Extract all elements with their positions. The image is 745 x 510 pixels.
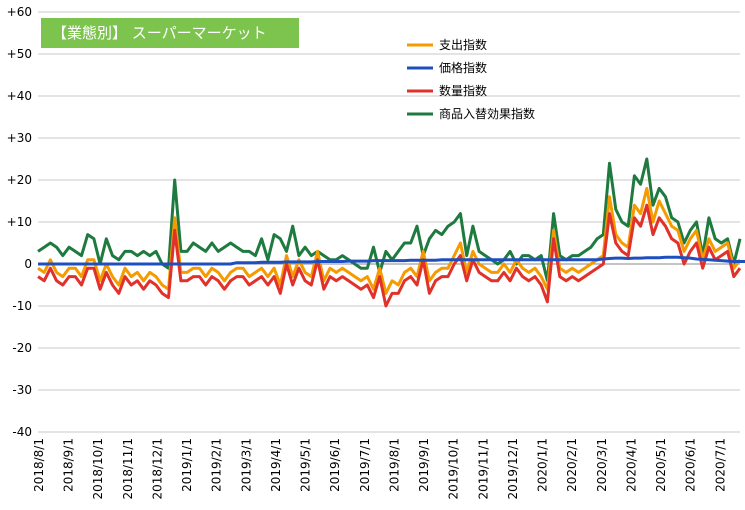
x-tick-label: 2019/8/1 bbox=[387, 438, 401, 492]
x-axis: 2018/8/1 2018/9/1 2018/10/1 2018/11/1 2018/1… bbox=[32, 438, 727, 500]
x-tick-label: 2019/5/1 bbox=[299, 438, 313, 492]
x-tick-label: 2020/4/1 bbox=[624, 438, 638, 492]
y-tick-label: +60 bbox=[7, 5, 32, 19]
x-tick-label: 2020/5/1 bbox=[654, 438, 668, 492]
x-tick-label: 2019/6/1 bbox=[328, 438, 342, 492]
series-line-3 bbox=[37, 157, 742, 283]
x-tick-label: 2019/3/1 bbox=[239, 438, 253, 492]
title-background bbox=[41, 18, 299, 48]
x-tick-label: 2019/9/1 bbox=[417, 438, 431, 492]
series-line-2 bbox=[37, 203, 742, 308]
y-tick-label: -30 bbox=[12, 383, 32, 397]
x-tick-label: 2019/12/1 bbox=[506, 438, 520, 500]
series-line-1 bbox=[38, 255, 745, 266]
legend-label: 商品入替効果指数 bbox=[439, 106, 535, 121]
chart-title-box: 【業態別】 スーパーマーケット bbox=[41, 18, 299, 48]
x-tick-label: 2019/10/1 bbox=[447, 438, 461, 500]
x-tick-label: 2018/12/1 bbox=[150, 438, 164, 500]
x-tick-label: 2018/11/1 bbox=[121, 438, 135, 500]
y-axis: +60 +50 +40 +30 +20 +10 0 -10 -20 -30 -40 bbox=[7, 5, 32, 439]
legend-label: 支出指数 bbox=[439, 37, 487, 52]
y-tick-label: +10 bbox=[7, 215, 32, 229]
y-tick-label: +40 bbox=[7, 89, 32, 103]
x-tick-label: 2018/10/1 bbox=[91, 438, 105, 500]
y-tick-label: +50 bbox=[7, 47, 32, 61]
x-tick-label: 2020/1/1 bbox=[536, 438, 550, 492]
y-tick-label: 0 bbox=[24, 257, 32, 271]
y-tick-label: -10 bbox=[12, 299, 32, 313]
x-tick-label: 2020/2/1 bbox=[565, 438, 579, 492]
x-tick-label: 2020/7/1 bbox=[713, 438, 727, 492]
y-tick-label: +20 bbox=[7, 173, 32, 187]
x-tick-label: 2019/1/1 bbox=[180, 438, 194, 492]
x-tick-label: 2019/2/1 bbox=[210, 438, 224, 492]
x-tick-label: 2018/8/1 bbox=[32, 438, 46, 492]
y-tick-label: -20 bbox=[12, 341, 32, 355]
chart-title: 【業態別】 スーパーマーケット bbox=[52, 24, 267, 42]
x-tick-label: 2020/6/1 bbox=[684, 438, 698, 492]
x-tick-label: 2019/4/1 bbox=[269, 438, 283, 492]
x-tick-label: 2018/9/1 bbox=[62, 438, 76, 492]
series-lines bbox=[37, 157, 745, 308]
x-tick-label: 2019/7/1 bbox=[358, 438, 372, 492]
x-tick-label: 2020/3/1 bbox=[595, 438, 609, 492]
x-tick-label: 2019/11/1 bbox=[476, 438, 490, 500]
legend-label: 価格指数 bbox=[439, 60, 487, 75]
series-line-0 bbox=[37, 186, 742, 295]
legend-label: 数量指数 bbox=[439, 83, 487, 98]
y-tick-label: -40 bbox=[12, 425, 32, 439]
y-tick-label: +30 bbox=[7, 131, 32, 145]
